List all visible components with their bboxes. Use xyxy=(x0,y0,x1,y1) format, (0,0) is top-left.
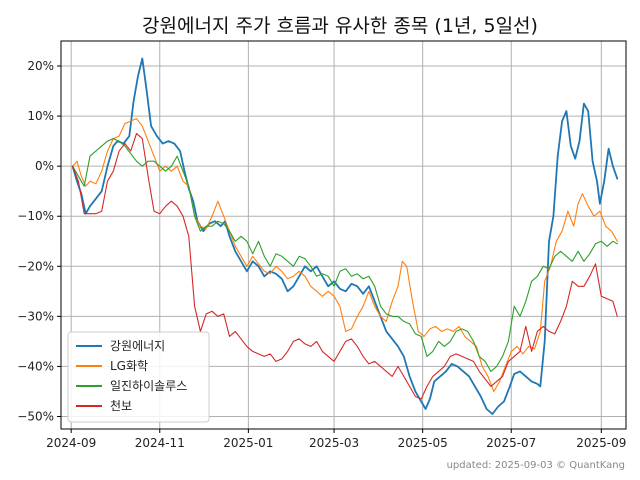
y-tick-label: 10% xyxy=(27,109,54,123)
y-tick-label: 20% xyxy=(27,59,54,73)
legend-label: 일진하이솔루스 xyxy=(110,379,187,393)
axes: 2024-09 2024-11 2025-01 2025-03 2025-05 2025-… xyxy=(17,59,626,450)
series-line-2 xyxy=(72,118,618,393)
x-tick-label: 2025-05 xyxy=(398,436,448,450)
y-tick-label: −10% xyxy=(17,209,54,223)
series-lines xyxy=(71,57,619,415)
y-tick-label: −50% xyxy=(17,409,54,423)
x-tick-label: 2025-07 xyxy=(486,436,536,450)
series-line-4 xyxy=(72,133,618,400)
y-tick-label: −20% xyxy=(17,259,54,273)
series-line-1 xyxy=(71,57,619,415)
legend-label: 천보 xyxy=(110,398,132,413)
x-tick-label: 2024-09 xyxy=(46,436,96,450)
x-tick-label: 2025-01 xyxy=(223,436,273,450)
grid-lines xyxy=(61,41,626,429)
y-tick-label: −40% xyxy=(17,359,54,373)
x-tick-label: 2024-11 xyxy=(135,436,185,450)
plot-frame xyxy=(60,40,627,430)
series-line-3 xyxy=(72,138,618,372)
legend-label: 강원에너지 xyxy=(110,339,165,353)
x-tick-label: 2025-09 xyxy=(576,436,626,450)
x-tick-label: 2025-03 xyxy=(309,436,359,450)
legend-box xyxy=(67,331,210,423)
y-tick-label: −30% xyxy=(17,309,54,323)
legend-label: LG화학 xyxy=(110,359,148,373)
footer-note: updated: 2025-09-03 © QuantKang xyxy=(447,460,625,471)
chart-title: 강원에너지 주가 흐름과 유사한 종목 (1년, 5일선) xyxy=(142,15,538,37)
y-tick-label: 0% xyxy=(35,159,54,173)
